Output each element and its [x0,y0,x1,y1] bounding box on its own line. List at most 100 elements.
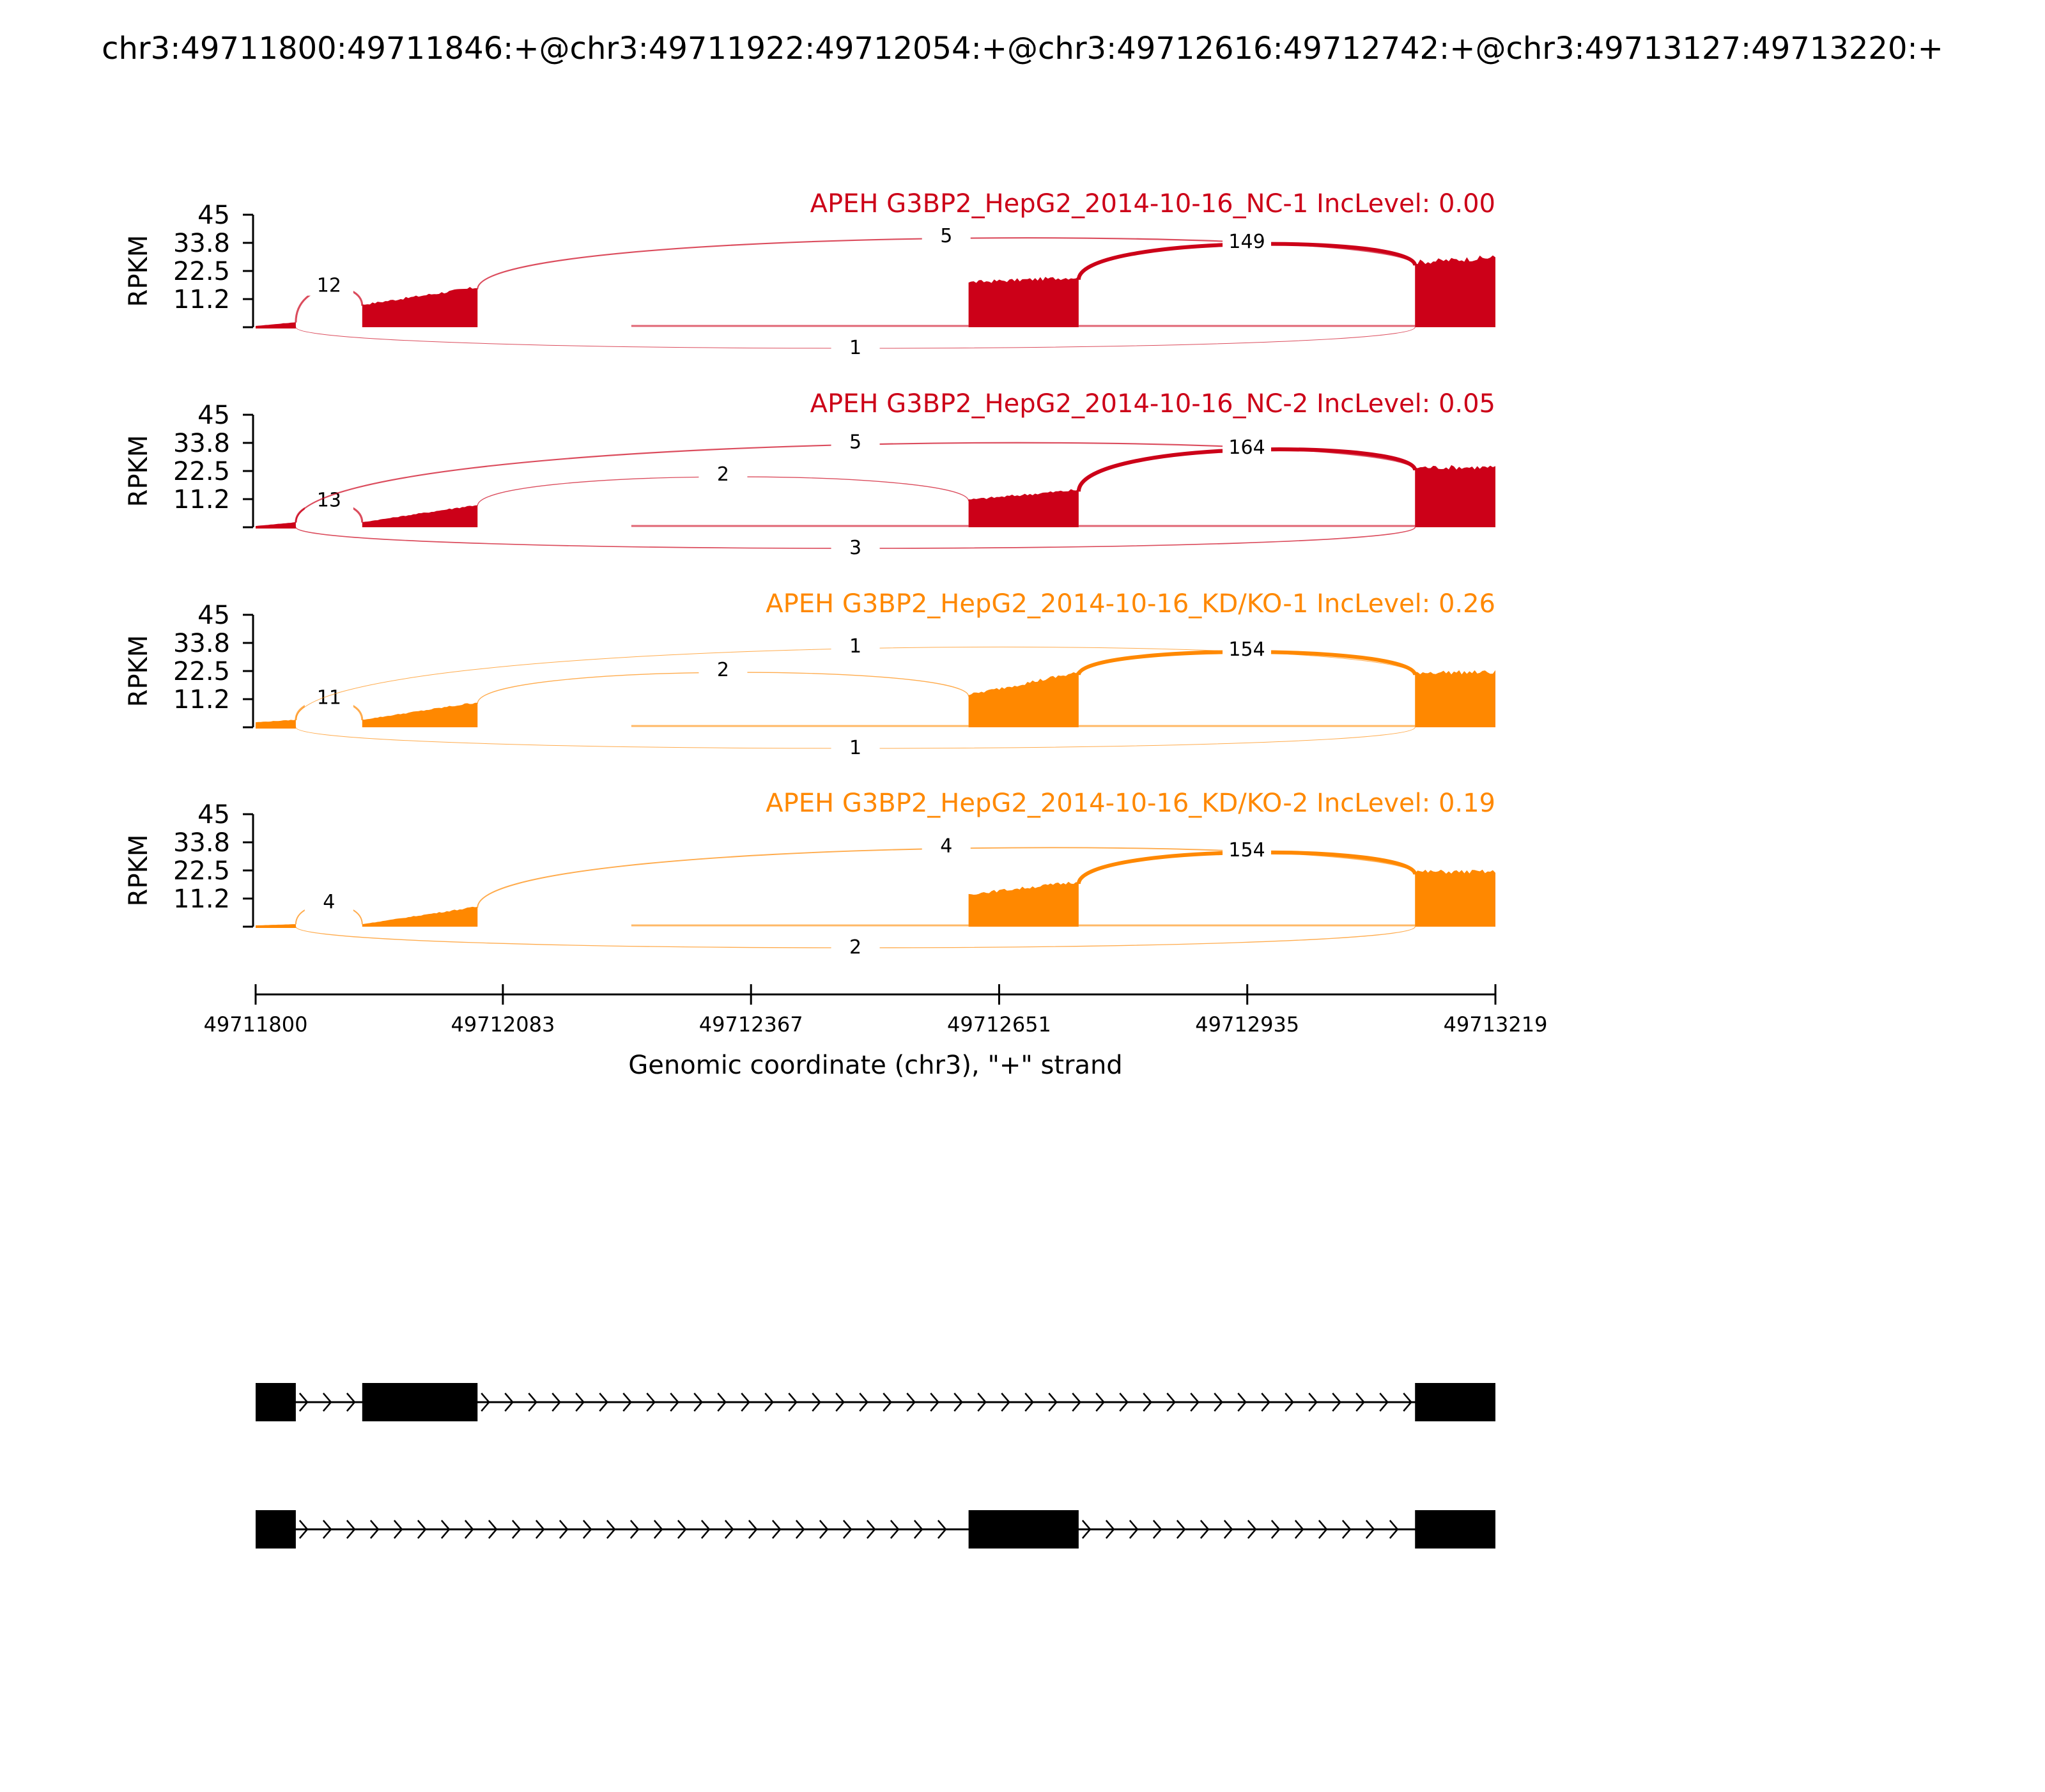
strand-arrow [795,1520,805,1539]
isoform-track [256,1383,1495,1421]
junction-count-label: 12 [317,275,341,297]
x-tick-label: 49711800 [204,1012,308,1037]
strand-arrow [582,1520,592,1539]
strand-arrow [322,1393,332,1412]
y-tick-label: 22.5 [173,657,230,686]
strand-arrow [835,1393,845,1412]
strand-arrow [417,1520,427,1539]
coverage-area [362,702,478,727]
strand-arrow [629,1520,640,1539]
figure-title: chr3:49711800:49711846:+@chr3:49711922:4… [102,31,1943,66]
coverage-area [256,521,296,527]
sample-title: APEH G3BP2_HepG2_2014-10-16_NC-2 IncLeve… [810,389,1495,419]
strand-arrow [1200,1520,1210,1539]
strand-arrow [771,1520,782,1539]
junction-count-label: 149 [1228,231,1265,253]
strand-arrow [842,1520,853,1539]
strand-arrow [717,1393,727,1412]
strand-arrow [883,1393,892,1412]
isoform-tracks [256,1383,1495,1549]
strand-arrow [504,1393,514,1412]
x-tick-label: 49712935 [1195,1012,1299,1037]
junction-label-bg [698,463,748,485]
strand-arrow [930,1393,939,1412]
strand-arrow [535,1520,545,1539]
strand-arrow [1072,1393,1081,1412]
x-tick-label: 49712651 [947,1012,1051,1037]
strand-arrow [322,1520,332,1539]
exon-block [1415,1510,1495,1549]
strand-arrow [1389,1520,1399,1539]
junction-count-label: 2 [717,659,729,681]
strand-arrow [953,1393,963,1412]
junction-count-label: 1 [849,737,861,759]
junction-count-label: 1 [849,635,861,658]
strand-arrow [511,1520,521,1539]
strand-arrow [298,1520,309,1539]
junction-count-label: 5 [849,431,861,454]
junction-count-label: 4 [323,891,335,913]
strand-arrow [677,1520,687,1539]
strand-arrow [622,1393,632,1412]
strand-arrow [653,1520,663,1539]
junction-label-bg [1223,638,1272,660]
junction-label-bg [831,536,880,558]
coverage-area [968,881,1079,927]
exon-block [968,1510,1079,1549]
junction-label-bg [1223,230,1272,252]
junction-label-bg [1223,435,1272,458]
strand-arrow [1318,1520,1328,1539]
junction-label-bg [922,834,971,856]
coverage-area [1415,465,1495,527]
x-tick-label: 49713219 [1444,1012,1548,1037]
strand-arrow [1261,1393,1270,1412]
strand-arrow [906,1393,916,1412]
junction-label-bg [831,430,880,452]
strand-arrow [488,1520,498,1539]
y-axis-label: RPKM [124,435,153,507]
junction-label-bg [922,224,971,247]
strand-arrow [369,1520,380,1539]
exon-block [256,1383,296,1421]
x-tick-label: 49712367 [699,1012,803,1037]
strand-arrow [724,1520,734,1539]
junction-label-bg [304,488,353,511]
junction-label-bg [831,634,880,656]
strand-arrow [1365,1520,1375,1539]
junction-label-bg [698,658,748,681]
strand-arrow [528,1393,537,1412]
strand-arrow [741,1393,750,1412]
x-axis-label: Genomic coordinate (chr3), "+" strand [628,1051,1122,1080]
strand-arrow [1332,1393,1341,1412]
x-axis: 49711800 49712083 49712367 49712651 49712935… [204,984,1548,1037]
y-tick-label: 45 [197,800,230,830]
coverage-area [362,286,478,327]
junction-label-bg [831,336,880,358]
junction-count-label: 4 [940,835,952,858]
strand-arrow [1308,1393,1318,1412]
strand-arrow [670,1393,679,1412]
sample-title: APEH G3BP2_HepG2_2014-10-16_KD/KO-2 IncL… [766,789,1495,818]
y-tick-label: 22.5 [173,856,230,886]
strand-arrow [1214,1393,1223,1412]
strand-arrow [977,1393,987,1412]
junction-label-bg [1223,838,1272,861]
coverage-area [256,720,296,727]
strand-arrow [937,1520,947,1539]
strand-arrow [559,1520,569,1539]
strand-arrow [913,1520,923,1539]
junction-count-label: 2 [717,463,729,486]
sample-title: APEH G3BP2_HepG2_2014-10-16_KD/KO-1 IncL… [766,589,1495,619]
exon-block [256,1510,296,1549]
strand-arrow [346,1393,356,1412]
y-tick-label: 45 [197,601,230,630]
strand-arrow [812,1393,821,1412]
strand-arrow [693,1393,703,1412]
junction-count-label: 5 [940,225,952,247]
sample-title: APEH G3BP2_HepG2_2014-10-16_NC-1 IncLeve… [810,189,1495,219]
strand-arrow [1129,1520,1139,1539]
strand-arrow [748,1520,758,1539]
